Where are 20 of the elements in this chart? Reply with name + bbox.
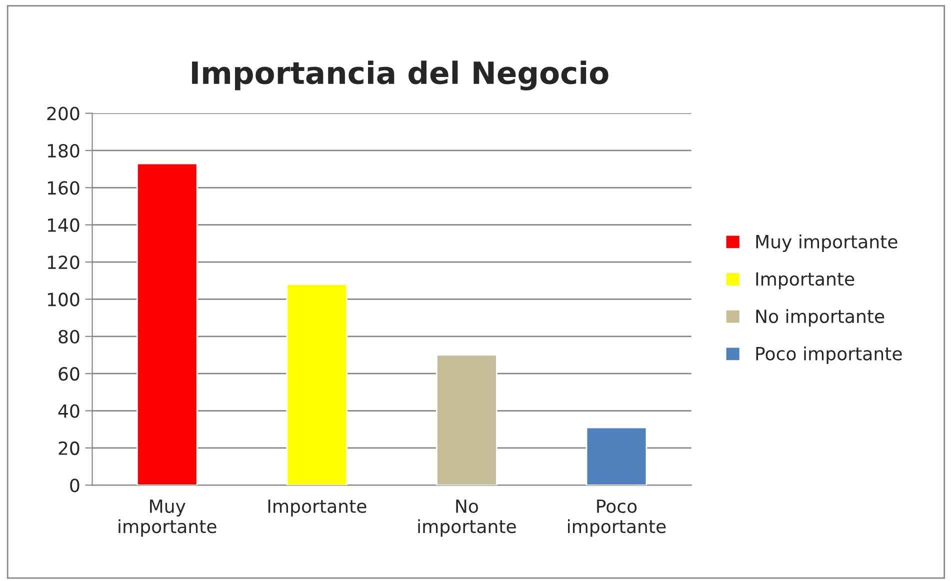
legend-label: Muy importante [756, 234, 898, 252]
chart-title: Importancia del Negocio [192, 60, 608, 90]
y-tick-label: 180 [48, 144, 80, 158]
x-tick-label: Poco importante [568, 500, 666, 537]
legend-label: Poco importante [756, 346, 902, 364]
y-tick-label: 40 [58, 404, 80, 418]
y-tick-label: 20 [58, 441, 80, 456]
y-tick-label: 0 [70, 478, 80, 492]
y-tick-label: 60 [58, 367, 80, 381]
y-tick-label: 140 [48, 218, 80, 232]
legend-label: No importante [756, 309, 884, 327]
y-tick-label: 80 [58, 330, 80, 344]
y-tick-label: 120 [48, 255, 80, 270]
x-tick-label: Importante [268, 500, 366, 516]
y-tick-label: 200 [47, 106, 80, 120]
x-tick-label: No importante [418, 500, 516, 537]
x-tick-label: Muy importante [118, 500, 216, 537]
legend-label: Importante [756, 272, 854, 290]
y-tick-label: 100 [48, 292, 80, 306]
y-tick-label: 160 [48, 181, 80, 195]
